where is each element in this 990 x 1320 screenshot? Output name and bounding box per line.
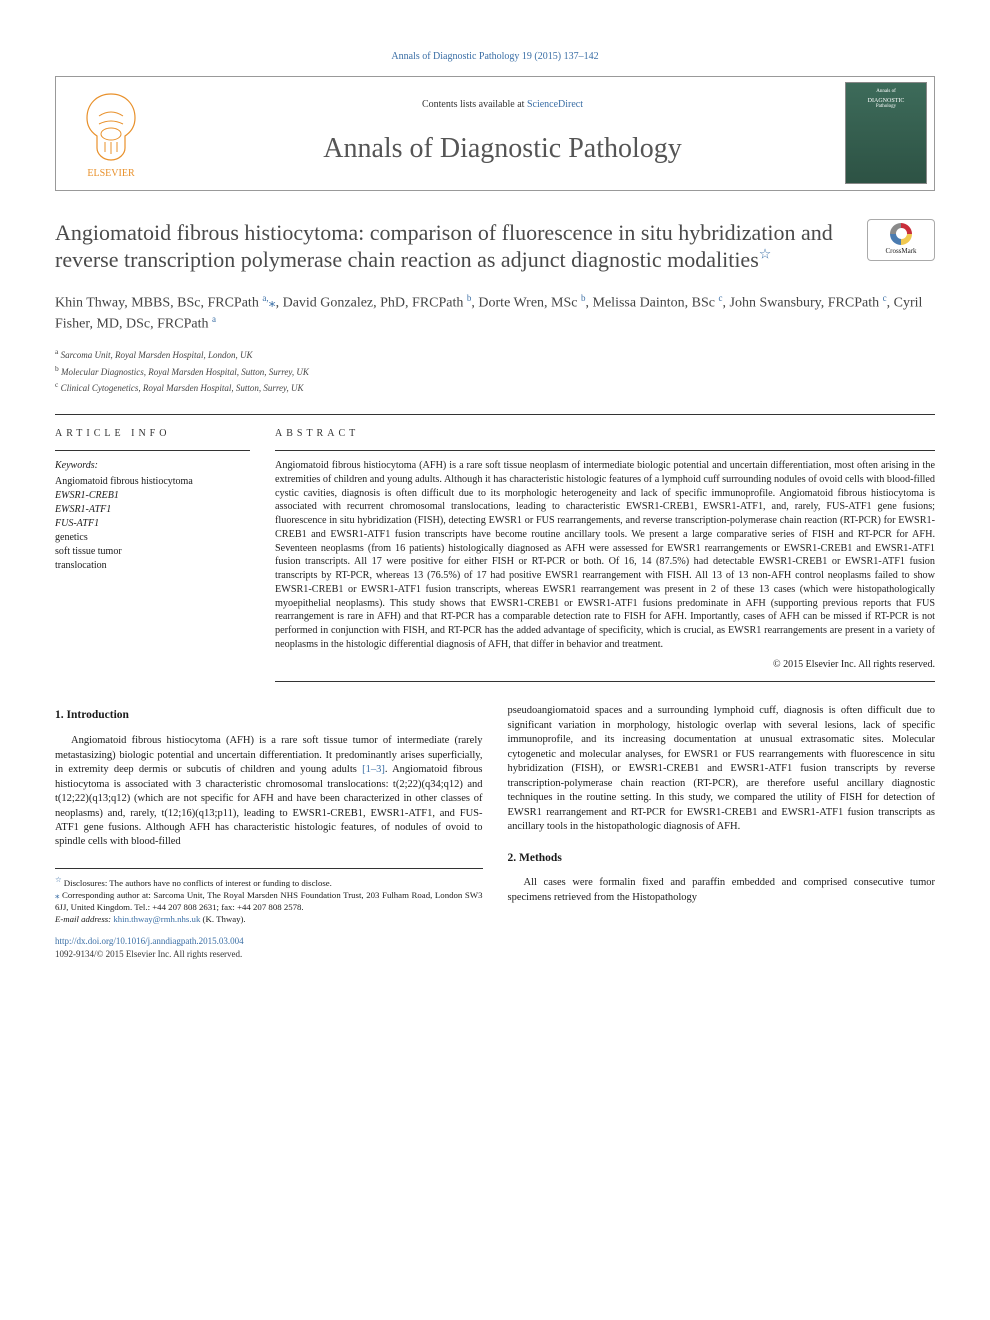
- journal-header-box: ELSEVIER Contents lists available at Sci…: [55, 76, 935, 191]
- affiliations: a Sarcoma Unit, Royal Marsden Hospital, …: [55, 346, 935, 396]
- keywords-label: Keywords:: [55, 459, 255, 473]
- aff-a-text: Sarcoma Unit, Royal Marsden Hospital, Lo…: [61, 350, 253, 360]
- sciencedirect-line: Contents lists available at ScienceDirec…: [176, 98, 829, 112]
- publisher-logo-cell: ELSEVIER: [56, 78, 166, 189]
- email-label: E-mail address:: [55, 914, 113, 924]
- keyword-2: EWSR1-ATF1: [55, 503, 255, 517]
- abstract-copyright: © 2015 Elsevier Inc. All rights reserved…: [275, 658, 935, 683]
- author-4: John Swansbury, FRCPath: [730, 295, 880, 310]
- ref-link-1-3[interactable]: [1–3]: [362, 764, 385, 775]
- aff-a-letter: a: [55, 347, 58, 356]
- author-1: David Gonzalez, PhD, FRCPath: [283, 295, 464, 310]
- aff-c-letter: c: [55, 380, 58, 389]
- keyword-4: genetics: [55, 531, 255, 545]
- contents-available-label: Contents lists available at: [422, 99, 527, 110]
- author-4-aff: c: [883, 293, 887, 303]
- keywords-list: Angiomatoid fibrous histiocytoma EWSR1-C…: [55, 475, 255, 573]
- title-footnote-star: ☆: [759, 248, 772, 263]
- crossmark-badge[interactable]: CrossMark: [867, 219, 935, 261]
- article-info-col: ARTICLE INFO Keywords: Angiomatoid fibro…: [55, 427, 275, 683]
- keyword-5: soft tissue tumor: [55, 545, 255, 559]
- methods-para: All cases were formalin fixed and paraff…: [508, 876, 936, 905]
- intro-para: Angiomatoid fibrous histiocytoma (AFH) i…: [55, 734, 483, 850]
- footnote-email: E-mail address: khin.thway@rmh.nhs.uk (K…: [55, 914, 483, 926]
- header-center: Contents lists available at ScienceDirec…: [166, 88, 839, 177]
- info-divider: [55, 450, 250, 451]
- elsevier-logo: ELSEVIER: [69, 86, 154, 181]
- disclosure-text: Disclosures: The authors have no conflic…: [64, 878, 332, 888]
- keyword-3: FUS-ATF1: [55, 517, 255, 531]
- aff-b-letter: b: [55, 364, 59, 373]
- footnotes-block: ☆ Disclosures: The authors have no confl…: [55, 868, 483, 925]
- journal-reference: Annals of Diagnostic Pathology 19 (2015)…: [55, 50, 935, 64]
- aff-c-text: Clinical Cytogenetics, Royal Marsden Hos…: [61, 383, 304, 393]
- intro-text-1b: . Angiomatoid fibrous histiocytoma is as…: [55, 764, 483, 847]
- cover-title-top: Annals of: [876, 89, 896, 96]
- doi-link[interactable]: http://dx.doi.org/10.1016/j.anndiagpath.…: [55, 936, 244, 946]
- intro-heading: 1. Introduction: [55, 708, 483, 724]
- article-title-text: Angiomatoid fibrous histiocytoma: compar…: [55, 220, 833, 273]
- sciencedirect-link[interactable]: ScienceDirect: [527, 99, 583, 110]
- author-0: Khin Thway, MBBS, BSc, FRCPath: [55, 295, 259, 310]
- article-info-heading: ARTICLE INFO: [55, 427, 255, 441]
- col2-para: pseudoangiomatoid spaces and a surroundi…: [508, 704, 936, 834]
- crossmark-label: CrossMark: [885, 247, 916, 256]
- info-abstract-row: ARTICLE INFO Keywords: Angiomatoid fibro…: [55, 414, 935, 683]
- affiliation-a: a Sarcoma Unit, Royal Marsden Hospital, …: [55, 346, 935, 363]
- cover-title-main: DIAGNOSTIC: [868, 98, 905, 105]
- author-0-corr: ⁎: [269, 295, 276, 310]
- footnote-corresp: ⁎ Corresponding author at: Sarcoma Unit,…: [55, 890, 483, 914]
- journal-cover-cell: Annals of DIAGNOSTIC Pathology: [839, 76, 934, 190]
- abstract-heading: ABSTRACT: [275, 427, 935, 441]
- body-col-left: 1. Introduction Angiomatoid fibrous hist…: [55, 704, 483, 960]
- author-2: Dorte Wren, MSc: [478, 295, 577, 310]
- body-columns: 1. Introduction Angiomatoid fibrous hist…: [55, 704, 935, 960]
- author-1-aff: b: [467, 293, 472, 303]
- footer-links: http://dx.doi.org/10.1016/j.anndiagpath.…: [55, 935, 483, 960]
- keyword-1: EWSR1-CREB1: [55, 489, 255, 503]
- authors-line: Khin Thway, MBBS, BSc, FRCPath a,⁎, Davi…: [55, 292, 935, 335]
- methods-heading: 2. Methods: [508, 851, 936, 867]
- journal-cover: Annals of DIAGNOSTIC Pathology: [845, 82, 927, 184]
- keyword-6: translocation: [55, 559, 255, 573]
- body-col-right: pseudoangiomatoid spaces and a surroundi…: [508, 704, 936, 960]
- author-2-aff: b: [581, 293, 586, 303]
- author-3: Melissa Dainton, BSc: [593, 295, 716, 310]
- email-link[interactable]: khin.thway@rmh.nhs.uk: [113, 914, 200, 924]
- affiliation-b: b Molecular Diagnostics, Royal Marsden H…: [55, 363, 935, 380]
- abstract-col: ABSTRACT Angiomatoid fibrous histiocytom…: [275, 427, 935, 683]
- issn-line: 1092-9134/© 2015 Elsevier Inc. All right…: [55, 948, 483, 960]
- article-title: Angiomatoid fibrous histiocytoma: compar…: [55, 219, 867, 274]
- elsevier-logo-text: ELSEVIER: [87, 168, 135, 179]
- aff-b-text: Molecular Diagnostics, Royal Marsden Hos…: [61, 367, 309, 377]
- journal-name: Annals of Diagnostic Pathology: [176, 130, 829, 168]
- author-5-aff: a: [212, 314, 216, 324]
- cover-title-sub: Pathology: [876, 104, 896, 111]
- email-suffix: (K. Thway).: [200, 914, 245, 924]
- footnote-disclosure: ☆ Disclosures: The authors have no confl…: [55, 875, 483, 890]
- abstract-text: Angiomatoid fibrous histiocytoma (AFH) i…: [275, 450, 935, 652]
- keyword-0: Angiomatoid fibrous histiocytoma: [55, 475, 255, 489]
- corresp-text: Corresponding author at: Sarcoma Unit, T…: [55, 890, 483, 912]
- affiliation-c: c Clinical Cytogenetics, Royal Marsden H…: [55, 379, 935, 396]
- article-header-row: Angiomatoid fibrous histiocytoma: compar…: [55, 219, 935, 274]
- crossmark-icon: [890, 223, 912, 245]
- author-3-aff: c: [719, 293, 723, 303]
